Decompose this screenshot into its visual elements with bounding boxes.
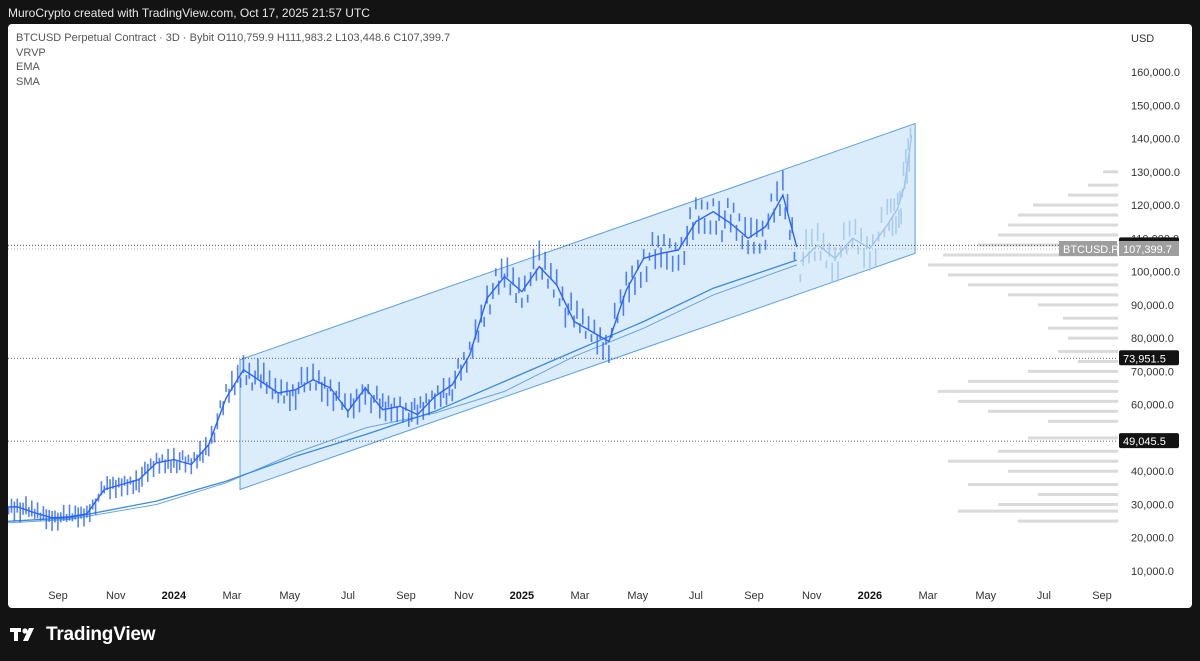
volume-profile-bar [1008,293,1118,297]
y-tick-label: 80,000.0 [1131,333,1174,345]
price-axis[interactable]: 10,000.020,000.030,000.040,000.050,000.0… [8,67,1180,578]
symbol-pill-label: BTCUSD.P [1063,244,1119,256]
volume-profile-bar [1028,369,1118,373]
price-pill [1119,240,1179,256]
volume-profile [928,170,1118,523]
tradingview-logo-icon [10,628,34,641]
y-tick-label: 160,000.0 [1131,67,1180,79]
x-tick-label: Nov [802,590,822,602]
y-tick-label: 90,000.0 [1131,300,1174,312]
volume-profile-bar [1088,183,1118,187]
chart-frame[interactable]: 10,000.020,000.030,000.040,000.050,000.0… [8,24,1192,608]
price-pill-label: 107,399.7 [1123,244,1172,256]
bottom-bar [0,608,1200,661]
volume-profile-bar [978,243,1118,247]
brand-name: TradingView [46,624,156,645]
projection-series [799,127,913,283]
x-tick-label: Jul [1037,590,1051,602]
volume-profile-bar [1033,203,1118,207]
symbol-pill [1059,240,1117,256]
volume-profile-bar [968,379,1118,383]
volume-profile-bar [1058,349,1118,353]
horizontal-levels [8,244,1118,442]
y-tick-label: 100,000.0 [1131,267,1180,279]
volume-profile-bar [948,459,1118,463]
x-tick-label: Jul [341,590,355,602]
time-axis[interactable]: Sep Nov 2024 Mar May Jul Sep Nov 2025 Mar May Jul Se… [48,590,1112,602]
indicator-vrvp[interactable]: VRVP [16,46,46,59]
x-tick-label: Jul [689,590,703,602]
volume-profile-bar [1063,316,1118,320]
ohlc-values: O110,759.9 H111,983.2 L103,448.6 C107,39… [217,32,451,44]
volume-profile-bar [938,389,1118,393]
volume-profile-bar [1103,170,1118,174]
volume-profile-bar [928,263,1118,267]
volume-profile-bar [1018,519,1118,523]
header-caption: MuroCrypto created with TradingView.com,… [8,6,370,20]
top-bar: MuroCrypto created with TradingView.com,… [0,0,1200,24]
x-tick-label: 2025 [510,590,534,602]
y-tick-label: 150,000.0 [1131,100,1180,112]
price-series [8,170,798,531]
y-tick-label: 70,000.0 [1131,366,1174,378]
volume-profile-bar [943,253,1118,257]
volume-profile-bar [1018,213,1118,217]
level-pill-label: 73,951.5 [1123,353,1166,365]
y-tick-label: 60,000.0 [1131,400,1174,412]
y-tick-label: 40,000.0 [1131,466,1174,478]
volume-profile-bar [968,483,1118,487]
volume-profile-bar [1048,326,1118,330]
x-tick-label: 2024 [162,590,187,602]
x-tick-label: Nov [106,590,126,602]
symbol-title[interactable]: BTCUSD Perpetual Contract · 3D · Bybit [16,32,215,44]
chart-legend: BTCUSD Perpetual Contract · 3D · Bybit O… [16,31,450,89]
chart-svg[interactable]: 10,000.020,000.030,000.040,000.050,000.0… [8,24,1192,608]
volume-profile-bar [1078,359,1118,363]
x-tick-label: May [627,590,648,602]
tradingview-logo[interactable]: TradingView [10,624,156,646]
ema-line [8,259,798,522]
currency-label: USD [1131,33,1154,45]
x-tick-label: May [975,590,996,602]
volume-profile-bar [998,449,1118,453]
y-tick-label: 120,000.0 [1131,200,1180,212]
x-tick-label: Sep [48,590,68,602]
x-tick-label: Nov [454,590,474,602]
y-tick-label: 10,000.0 [1131,566,1174,578]
y-tick-label: 30,000.0 [1131,499,1174,511]
volume-profile-bar [1068,336,1118,340]
volume-profile-bar [1038,303,1118,307]
volume-profile-bar [1028,436,1118,440]
sma-line [8,264,797,524]
x-tick-label: Sep [1092,590,1112,602]
volume-profile-bar [1008,223,1118,227]
volume-profile-bar [1038,492,1118,496]
indicator-sma[interactable]: SMA [16,75,40,88]
level-pill-label: 49,045.5 [1123,436,1166,448]
x-tick-label: Sep [396,590,416,602]
y-tick-label: 20,000.0 [1131,533,1174,545]
x-tick-label: Mar [223,590,242,602]
volume-profile-bar [968,283,1118,287]
indicator-ema[interactable]: EMA [16,61,40,73]
volume-profile-bar [1008,469,1118,473]
volume-profile-bar [958,509,1118,513]
volume-profile-bar [988,409,1118,413]
y-tick-label: 130,000.0 [1131,167,1180,179]
level-pill [1119,433,1179,449]
y-tick-label: 140,000.0 [1131,134,1180,146]
x-tick-label: Mar [919,590,938,602]
volume-profile-bar [948,273,1118,277]
volume-profile-bar [998,233,1118,237]
volume-profile-bar [998,502,1118,506]
level-pill [1119,350,1179,366]
x-tick-label: 2026 [858,590,882,602]
volume-profile-bar [1068,193,1118,197]
x-tick-label: Mar [571,590,590,602]
volume-profile-bar [1048,419,1118,423]
x-tick-label: Sep [744,590,764,602]
volume-profile-bar [958,399,1118,403]
x-tick-label: May [279,590,300,602]
